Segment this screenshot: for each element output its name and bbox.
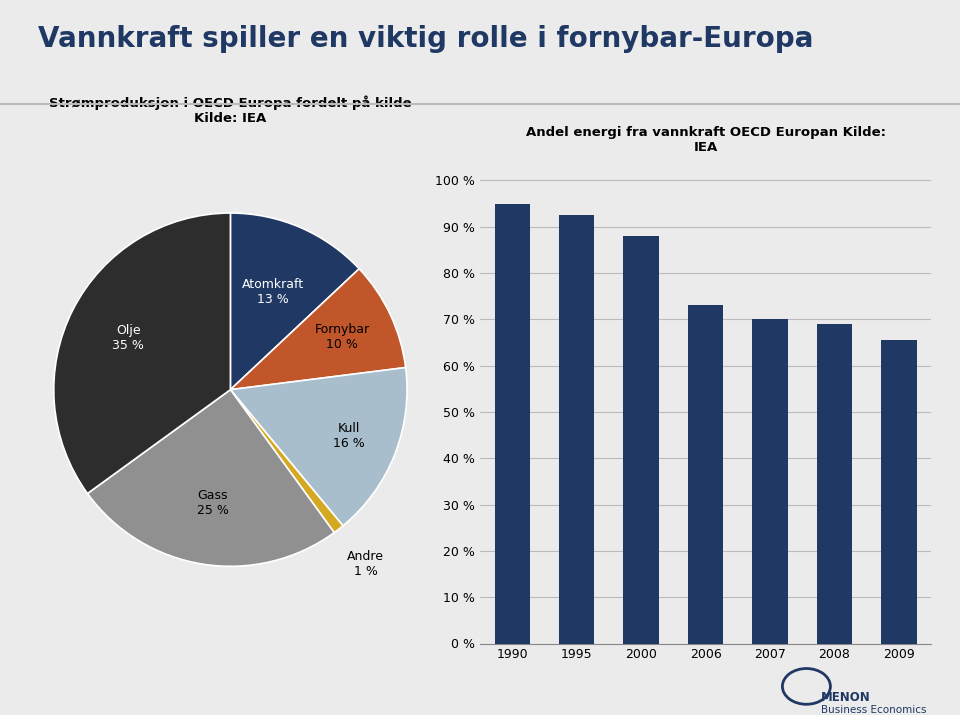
Text: Business Economics: Business Economics [821, 705, 926, 715]
Text: Gass
25 %: Gass 25 % [197, 489, 228, 517]
Wedge shape [54, 213, 230, 493]
Text: Andel energi fra vannkraft OECD Europan Kilde:: Andel energi fra vannkraft OECD Europan … [526, 127, 885, 139]
Text: Fornybar
10 %: Fornybar 10 % [315, 323, 370, 351]
Title: Strømproduksjon i OECD Europa fordelt på kilde
Kilde: IEA: Strømproduksjon i OECD Europa fordelt på… [49, 96, 412, 125]
Bar [494, 204, 530, 644]
Wedge shape [230, 390, 343, 533]
Text: Atomkraft
13 %: Atomkraft 13 % [241, 278, 303, 307]
Text: MENON: MENON [821, 691, 871, 704]
Bar [881, 340, 917, 644]
Text: Andre
1 %: Andre 1 % [348, 550, 384, 578]
Wedge shape [230, 368, 407, 526]
Text: IEA: IEA [693, 141, 718, 154]
Bar [688, 305, 723, 644]
Text: Kull
16 %: Kull 16 % [333, 423, 365, 450]
Bar [623, 236, 659, 644]
Text: Olje
35 %: Olje 35 % [112, 324, 144, 352]
Wedge shape [87, 390, 334, 566]
Bar [817, 324, 852, 644]
Bar [753, 320, 788, 644]
Text: Vannkraft spiller en viktig rolle i fornybar-Europa: Vannkraft spiller en viktig rolle i forn… [38, 25, 814, 53]
Bar [559, 215, 594, 644]
Wedge shape [230, 213, 359, 390]
Wedge shape [230, 269, 406, 390]
